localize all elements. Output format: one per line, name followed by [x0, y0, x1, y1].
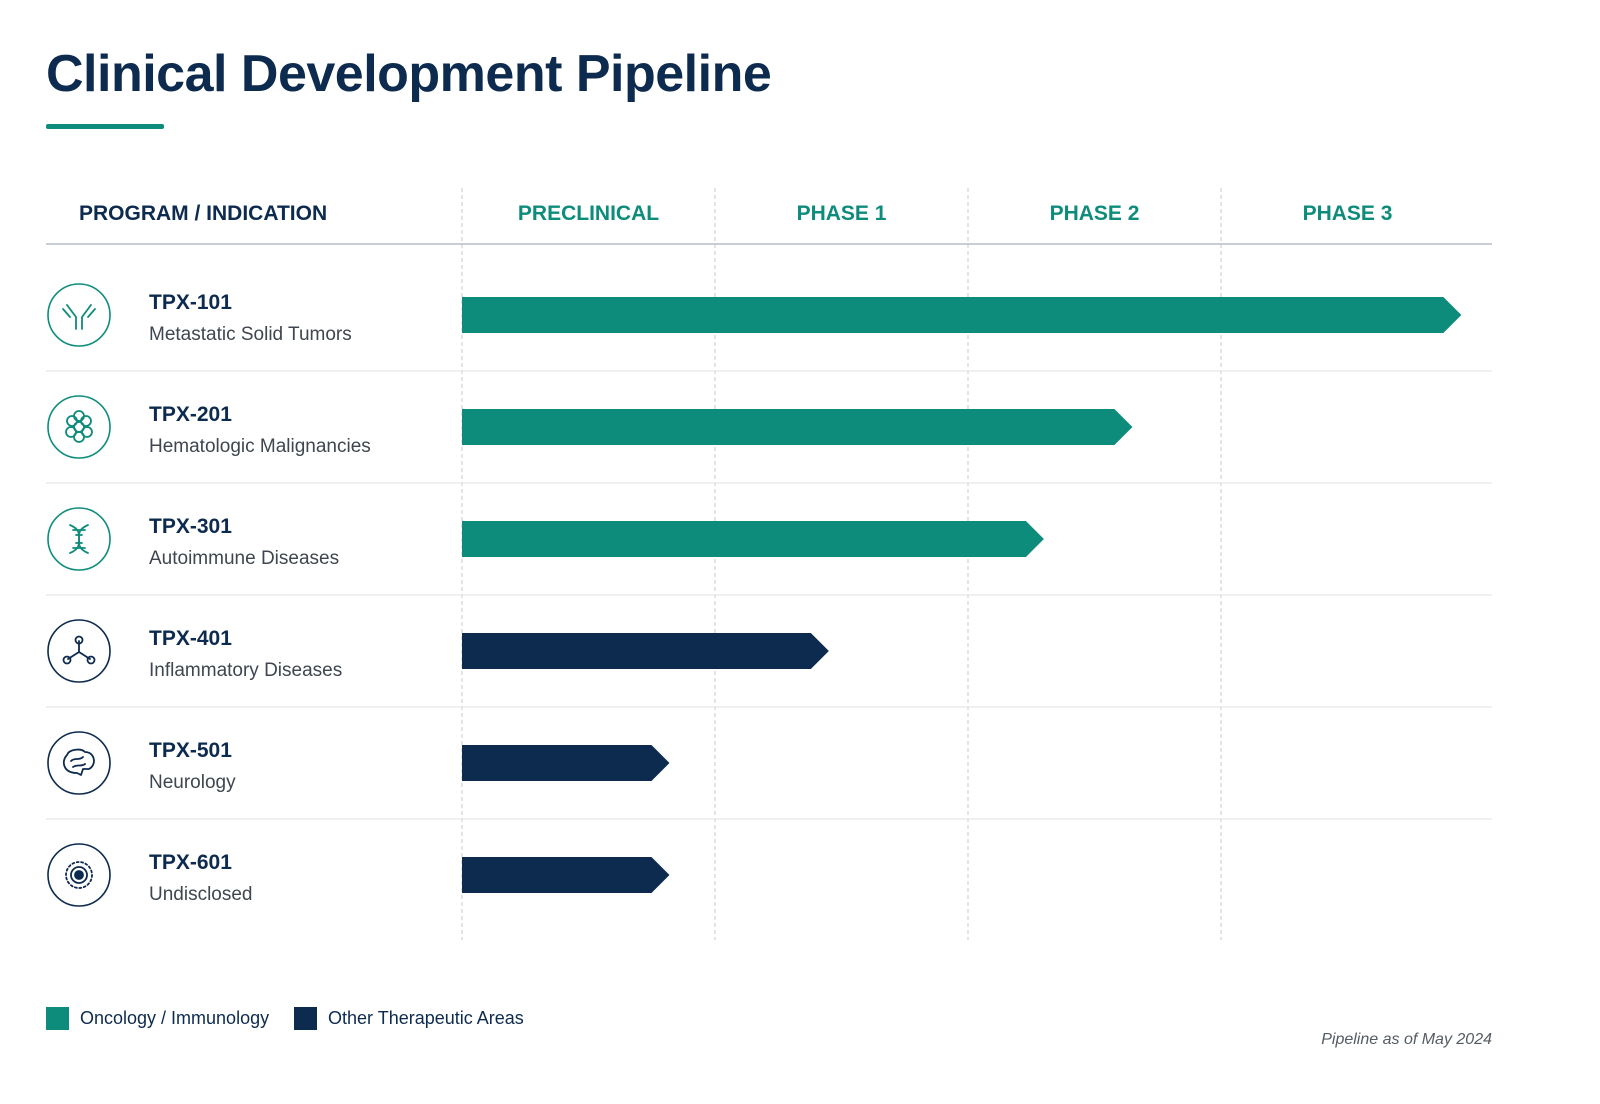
program-indication: Metastatic Solid Tumors	[149, 324, 352, 345]
program-indication: Neurology	[149, 772, 236, 793]
legend-item-other: Other Therapeutic Areas	[294, 1006, 524, 1030]
program-name: TPX-601	[149, 851, 232, 874]
cell-cluster-icon	[47, 395, 111, 459]
icon-ring	[47, 283, 111, 347]
stage-header-phase-1: PHASE 1	[797, 202, 887, 225]
pipeline-date-footnote: Pipeline as of May 2024	[1321, 1031, 1492, 1048]
brain-icon	[47, 731, 111, 795]
title-underline	[46, 124, 164, 129]
antibody-icon	[47, 283, 111, 347]
stage-header-phase-3: PHASE 3	[1303, 202, 1393, 225]
dna-icon	[47, 507, 111, 571]
pipeline-row-tpx-601: TPX-601 Undisclosed	[47, 843, 670, 907]
program-name: TPX-501	[149, 739, 232, 762]
pipeline-row-tpx-501: TPX-501 Neurology	[46, 731, 1492, 820]
pipeline-row-tpx-101: TPX-101 Metastatic Solid Tumors	[46, 283, 1492, 372]
pipeline-row-tpx-201: TPX-201 Hematologic Malignancies	[46, 395, 1492, 484]
pipeline-row-tpx-401: TPX-401 Inflammatory Diseases	[46, 619, 1492, 708]
program-name: TPX-201	[149, 403, 232, 426]
target-icon	[47, 843, 111, 907]
program-indication: Undisclosed	[149, 884, 253, 905]
progress-bar-tpx-301	[462, 521, 1044, 557]
program-name: TPX-101	[149, 291, 232, 314]
progress-bar-tpx-401	[462, 633, 829, 669]
progress-bar-tpx-501	[462, 745, 670, 781]
legend-label-oncology: Oncology / Immunology	[80, 1007, 270, 1028]
legend-label-other: Other Therapeutic Areas	[328, 1007, 524, 1028]
stage-header-preclinical: PRECLINICAL	[518, 202, 659, 225]
program-indication: Autoimmune Diseases	[149, 548, 339, 569]
program-column-header: PROGRAM / INDICATION	[79, 202, 327, 225]
pipeline-row-tpx-301: TPX-301 Autoimmune Diseases	[46, 507, 1492, 596]
stage-header-phase-2: PHASE 2	[1050, 202, 1140, 225]
progress-bar-tpx-201	[462, 409, 1133, 445]
program-name: TPX-301	[149, 515, 232, 538]
progress-bar-tpx-101	[462, 297, 1462, 333]
program-name: TPX-401	[149, 627, 232, 650]
molecule-icon	[47, 619, 111, 683]
legend-swatch-other	[294, 1006, 317, 1030]
legend-swatch-oncology	[46, 1006, 69, 1030]
progress-bar-tpx-601	[462, 857, 670, 893]
icon-ring	[47, 395, 111, 459]
legend-item-oncology: Oncology / Immunology	[46, 1006, 269, 1030]
program-indication: Hematologic Malignancies	[149, 436, 371, 457]
program-indication: Inflammatory Diseases	[149, 660, 342, 681]
icon-ring	[47, 731, 111, 795]
page-title: Clinical Development Pipeline	[46, 45, 772, 103]
